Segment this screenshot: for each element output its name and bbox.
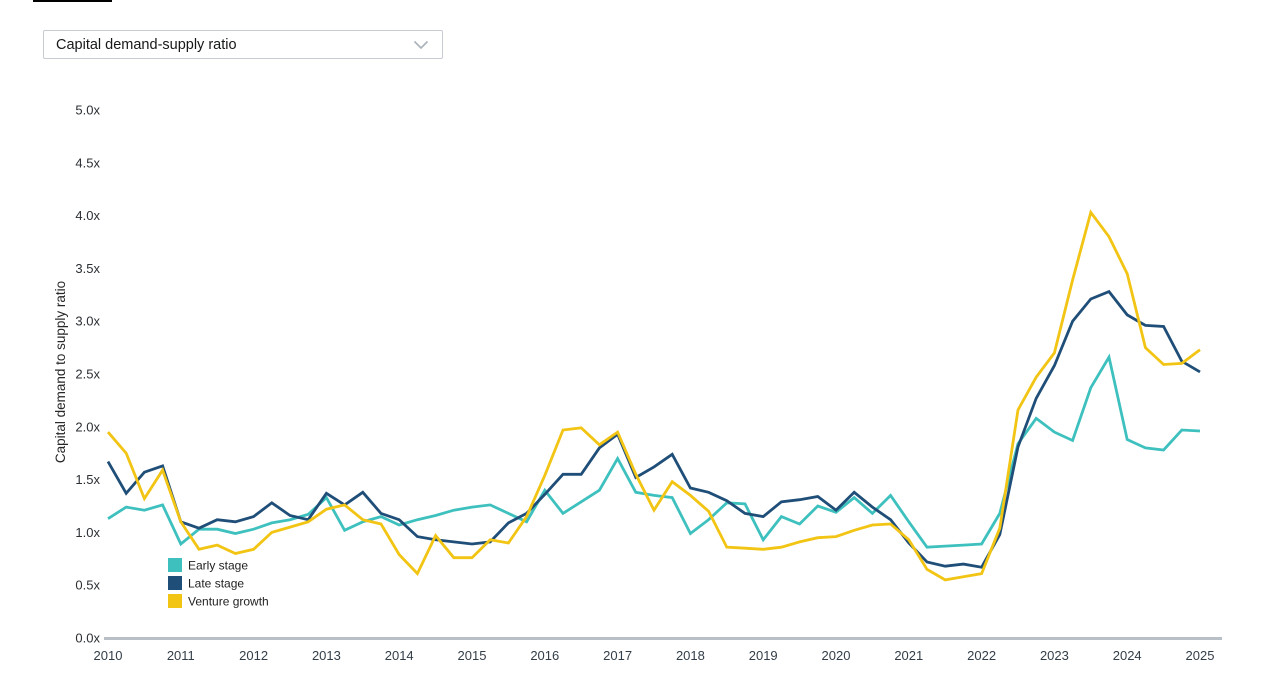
metric-dropdown[interactable]: Capital demand-supply ratio [43,30,443,59]
legend-swatch-venture-growth [168,594,182,608]
x-tick-label: 2013 [312,648,341,663]
x-tick-label: 2018 [676,648,705,663]
y-tick-label: 4.5x [75,155,100,170]
y-tick-label: 2.5x [75,367,100,382]
metric-dropdown-value: Capital demand-supply ratio [56,36,237,53]
y-tick-label: 0.5x [75,578,100,593]
x-tick-label: 2021 [894,648,923,663]
legend-label-early-stage: Early stage [188,559,248,573]
y-tick-label: 5.0x [75,103,100,118]
x-tick-label: 2012 [239,648,268,663]
x-tick-label: 2025 [1186,648,1215,663]
series-line-venture-growth [106,209,1201,582]
x-tick-label: 2019 [749,648,778,663]
legend-swatch-early-stage [168,558,182,572]
x-tick-label: 2016 [530,648,559,663]
series-line-early-stage [107,353,1201,549]
x-tick-label: 2015 [458,648,487,663]
x-tick-label: 2020 [822,648,851,663]
x-tick-label: 2023 [1040,648,1069,663]
x-tick-label: 2014 [385,648,414,663]
legend-swatch-late-stage [168,576,182,590]
y-tick-label: 1.0x [75,525,100,540]
x-tick-label: 2024 [1113,648,1142,663]
x-tick-label: 2011 [167,648,195,663]
legend-label-late-stage: Late stage [188,577,244,591]
y-tick-label: 2.0x [75,419,100,434]
y-axis-title: Capital demand to supply ratio [53,281,68,463]
legend-label-venture-growth: Venture growth [188,595,269,609]
y-tick-label: 3.5x [75,261,100,276]
x-tick-label: 2010 [94,648,123,663]
y-tick-label: 1.5x [75,472,100,487]
x-tick-label: 2017 [603,648,632,663]
top-border-fragment [33,0,112,2]
y-tick-label: 4.0x [75,208,100,223]
series-line-late-stage [106,289,1201,569]
chevron-down-icon [413,40,429,50]
x-tick-label: 2022 [967,648,996,663]
y-tick-label: 0.0x [75,631,100,646]
y-tick-label: 3.0x [75,314,100,329]
